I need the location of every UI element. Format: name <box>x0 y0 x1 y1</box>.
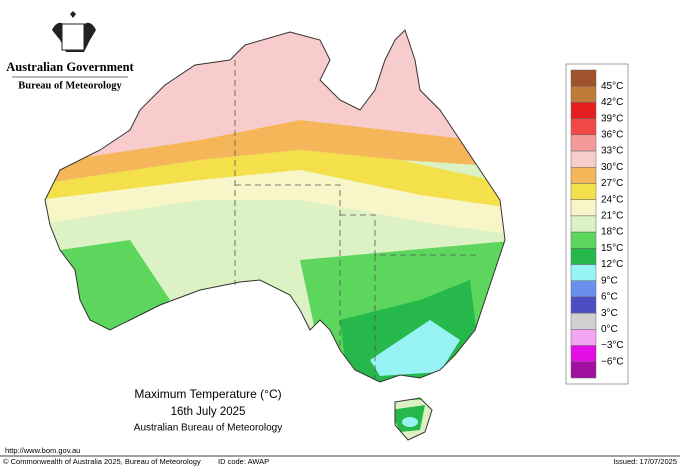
legend-label: 33°C <box>601 146 623 157</box>
legend-label: 24°C <box>601 194 623 205</box>
legend-swatch <box>570 215 597 233</box>
legend-swatch <box>570 296 597 314</box>
legend-label: 9°C <box>601 275 618 286</box>
state-borders <box>234 60 480 378</box>
legend-label: 18°C <box>601 227 623 238</box>
legend-swatch <box>570 118 597 136</box>
legend-label: 15°C <box>601 243 623 254</box>
footer-id: ID code: AWAP <box>218 457 269 466</box>
coat-of-arms <box>52 11 96 52</box>
legend-swatch <box>570 345 597 363</box>
legend-label: 3°C <box>601 308 618 319</box>
legend-label: 6°C <box>601 292 618 303</box>
government: Australian Government <box>6 60 134 74</box>
legend-swatch <box>570 167 597 184</box>
legend-label: 12°C <box>601 259 623 270</box>
legend-swatch <box>570 280 597 298</box>
legend-swatch <box>570 248 597 265</box>
legend-label: 36°C <box>601 129 623 140</box>
legend-label: 21°C <box>601 211 623 222</box>
legend-swatch <box>570 199 597 217</box>
legend-swatch <box>570 150 597 168</box>
legend-label: 39°C <box>601 113 623 124</box>
legend-label: 42°C <box>601 97 623 108</box>
legend-swatch <box>570 264 597 281</box>
map-source: Australian Bureau of Meteorology <box>134 423 282 434</box>
legend-swatch <box>570 312 597 330</box>
legend-swatch <box>570 134 597 152</box>
legend-label: 27°C <box>601 178 623 189</box>
legend-swatch <box>570 183 597 200</box>
legend-swatch <box>570 329 597 346</box>
map-date: 16th July 2025 <box>171 406 246 418</box>
legend-label: 0°C <box>601 324 618 335</box>
legend-swatch <box>570 231 597 249</box>
legend-label: 30°C <box>601 162 623 173</box>
legend-swatch <box>570 85 597 103</box>
legend: 45°C 42°C 39°C 36°C 33°C 30°C 27°C 24°C 21°C 18°C… <box>565 63 629 385</box>
footer-copyright: © Commonwealth of Australia 2025, Bureau… <box>3 457 201 466</box>
legend-label: −6°C <box>601 356 624 367</box>
legend-swatch <box>570 69 597 87</box>
footer-issued: Issued: 17/07/2025 <box>613 457 677 466</box>
legend-label: −3°C <box>601 340 624 351</box>
legend-label: 45°C <box>601 81 623 92</box>
map-title: Maximum Temperature (°C) <box>134 387 281 401</box>
legend-swatch <box>570 361 597 379</box>
agency: Bureau of Meteorology <box>18 80 122 91</box>
legend-swatch <box>570 102 597 119</box>
footer-url: http://www.bom.gov.au <box>5 446 80 455</box>
coastline <box>44 29 506 441</box>
